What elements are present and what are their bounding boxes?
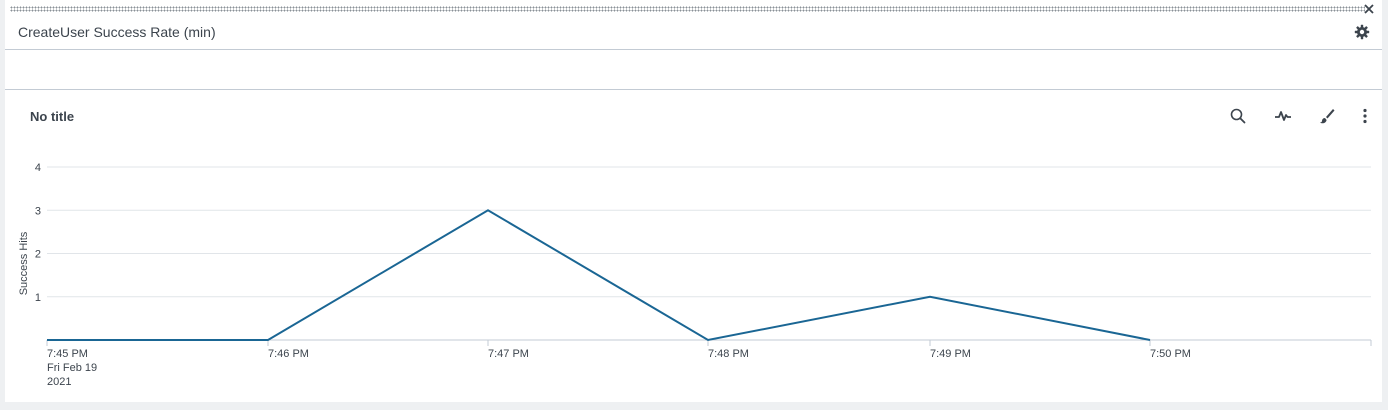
visualization-title: No title [30, 109, 75, 124]
y-tick-label: 2 [35, 249, 41, 261]
close-icon[interactable] [1362, 2, 1376, 16]
gear-icon[interactable] [1354, 24, 1370, 40]
x-tick-label: 7:46 PM [268, 348, 309, 360]
series-line [47, 209, 1151, 342]
search-icon[interactable] [1229, 107, 1247, 125]
dashboard-panel: CreateUser Success Rate (min) No title [5, 0, 1382, 402]
panel-title[interactable]: CreateUser Success Rate (min) [18, 24, 216, 40]
y-axis-label: Success Hits [18, 231, 30, 295]
x-tick-sublabel: Fri Feb 19 [47, 362, 97, 374]
x-tick-label: 7:48 PM [708, 348, 749, 360]
brush-icon[interactable] [1318, 107, 1336, 125]
pulse-icon[interactable] [1274, 107, 1292, 125]
x-tick-label: 7:47 PM [488, 348, 529, 360]
y-tick-label: 4 [35, 162, 41, 174]
drag-handle[interactable] [10, 6, 1365, 12]
more-vertical-icon[interactable] [1356, 107, 1374, 125]
panel-title-bar: CreateUser Success Rate (min) [5, 15, 1382, 50]
x-tick-sublabel: 2021 [47, 376, 71, 388]
x-tick-label: 7:45 PM [47, 348, 88, 360]
section-divider [5, 89, 1382, 90]
y-tick-label: 1 [35, 292, 41, 304]
y-tick-label: 3 [35, 205, 41, 217]
x-tick-label: 7:50 PM [1150, 348, 1191, 360]
x-tick-label: 7:49 PM [930, 348, 971, 360]
